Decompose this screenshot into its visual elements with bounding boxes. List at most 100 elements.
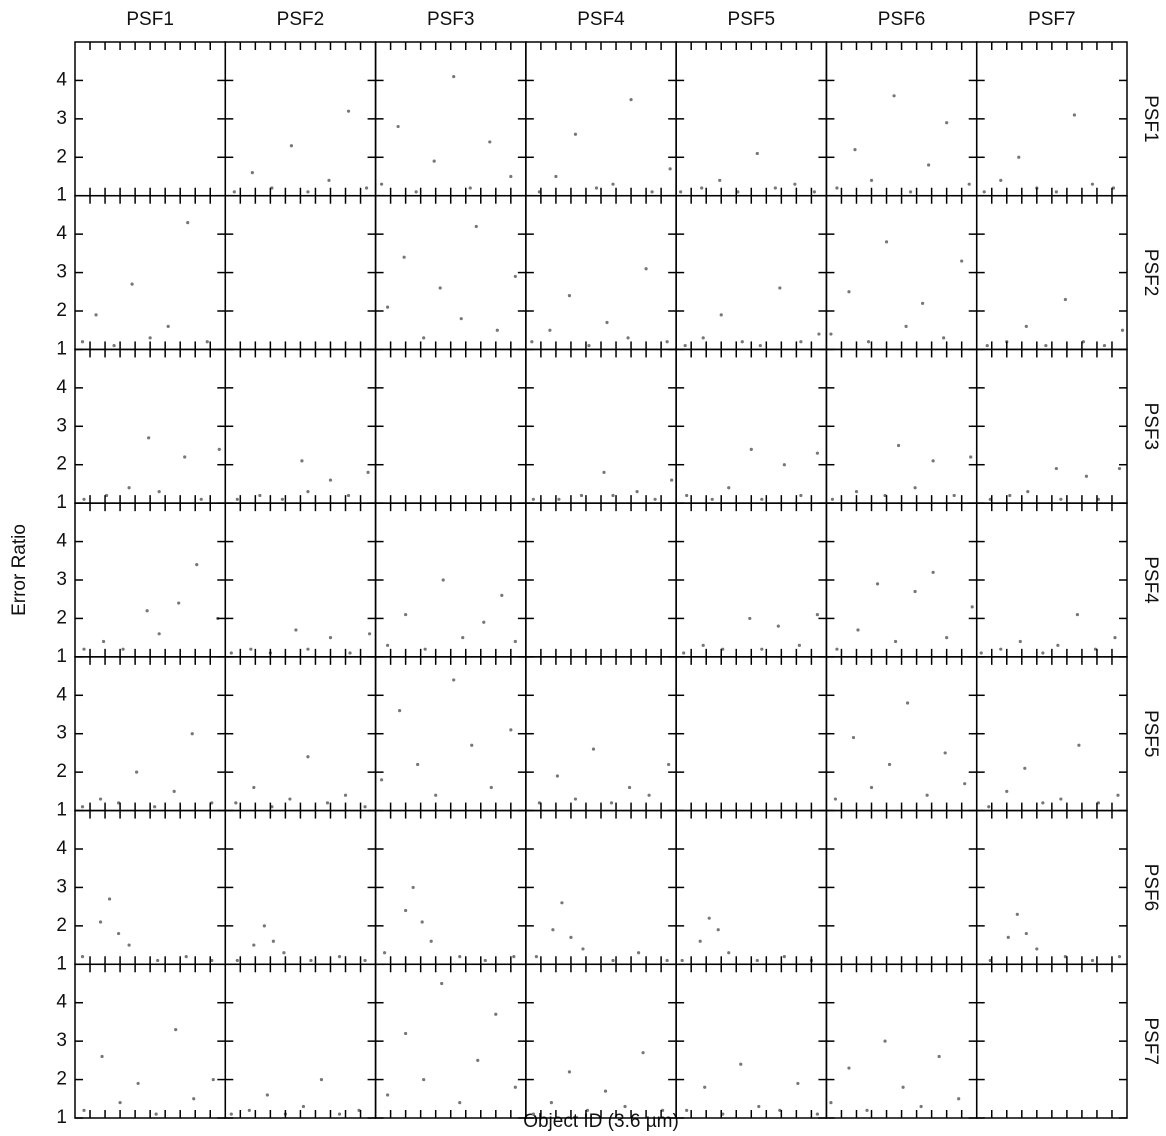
- point: [82, 497, 86, 501]
- panel-frame: [975, 194, 1128, 351]
- point: [605, 320, 609, 325]
- point: [147, 436, 151, 440]
- panel-frame: [74, 502, 227, 658]
- point: [367, 632, 372, 636]
- point: [343, 793, 348, 797]
- y-tick-label: 3: [56, 569, 67, 590]
- point: [892, 94, 896, 98]
- point: [869, 178, 874, 182]
- point: [118, 1101, 122, 1105]
- point: [629, 98, 633, 102]
- point: [166, 324, 170, 328]
- point: [647, 793, 651, 797]
- point: [112, 343, 116, 348]
- point: [778, 286, 782, 290]
- point: [534, 955, 538, 959]
- point: [644, 267, 648, 271]
- point: [799, 493, 803, 498]
- point: [154, 1112, 158, 1116]
- point: [289, 144, 294, 148]
- point: [755, 958, 759, 963]
- panel-frame: [74, 348, 227, 504]
- point: [1077, 743, 1081, 747]
- point: [98, 797, 103, 801]
- point: [186, 221, 190, 225]
- point: [757, 1104, 761, 1109]
- point: [127, 943, 131, 947]
- point: [495, 328, 499, 332]
- point: [623, 1104, 627, 1109]
- point: [379, 778, 384, 782]
- panel-frame: [224, 656, 377, 812]
- point: [716, 928, 720, 932]
- point: [683, 343, 687, 348]
- point: [835, 186, 839, 190]
- point: [513, 639, 517, 644]
- point: [512, 955, 516, 959]
- y-tick-label: 2: [56, 1069, 67, 1090]
- point: [829, 332, 833, 336]
- point: [1054, 466, 1058, 471]
- point: [847, 290, 851, 294]
- point: [385, 643, 390, 647]
- point: [452, 678, 456, 682]
- point: [602, 470, 606, 474]
- point: [760, 497, 764, 501]
- point: [685, 1108, 689, 1112]
- panel-frame: [975, 348, 1128, 504]
- point: [815, 612, 820, 617]
- panel-frame: [525, 502, 677, 658]
- point: [402, 255, 406, 259]
- point: [551, 928, 555, 932]
- point: [488, 140, 492, 144]
- point: [557, 497, 561, 501]
- point: [960, 259, 964, 263]
- point: [869, 785, 874, 790]
- panel-frame: [525, 41, 677, 197]
- panel-frame: [975, 963, 1128, 1119]
- point: [748, 616, 752, 621]
- point: [489, 785, 493, 790]
- point: [252, 785, 256, 790]
- point: [432, 159, 436, 163]
- point: [682, 651, 686, 655]
- panel-frame: [374, 809, 527, 966]
- point: [509, 728, 513, 732]
- panel-frame: [825, 809, 978, 966]
- point: [1090, 182, 1095, 186]
- point: [685, 493, 689, 498]
- point: [847, 1066, 851, 1070]
- panel-frame: [74, 809, 227, 966]
- column-label: PSF5: [728, 9, 776, 30]
- point: [107, 897, 112, 901]
- point: [985, 343, 989, 348]
- point: [1113, 636, 1117, 640]
- column-label: PSF4: [577, 9, 625, 30]
- point: [404, 908, 408, 913]
- point: [461, 636, 465, 640]
- point: [234, 801, 238, 805]
- point: [554, 174, 558, 179]
- point: [458, 1101, 462, 1105]
- point: [904, 324, 908, 328]
- point: [306, 647, 310, 651]
- point: [931, 570, 935, 574]
- point: [701, 336, 705, 340]
- panel-frame: [374, 502, 527, 658]
- point: [306, 755, 310, 759]
- point: [156, 958, 160, 963]
- point: [893, 639, 898, 644]
- point: [776, 624, 780, 628]
- point: [229, 651, 233, 655]
- y-tick-label: 1: [56, 646, 67, 667]
- point: [177, 601, 181, 605]
- point: [611, 493, 615, 498]
- point: [1120, 328, 1125, 332]
- point: [1054, 190, 1058, 194]
- point: [782, 955, 786, 959]
- point: [987, 805, 991, 809]
- point: [1090, 958, 1095, 963]
- point: [856, 628, 860, 632]
- y-tick-label: 2: [56, 607, 67, 628]
- point: [937, 1054, 941, 1059]
